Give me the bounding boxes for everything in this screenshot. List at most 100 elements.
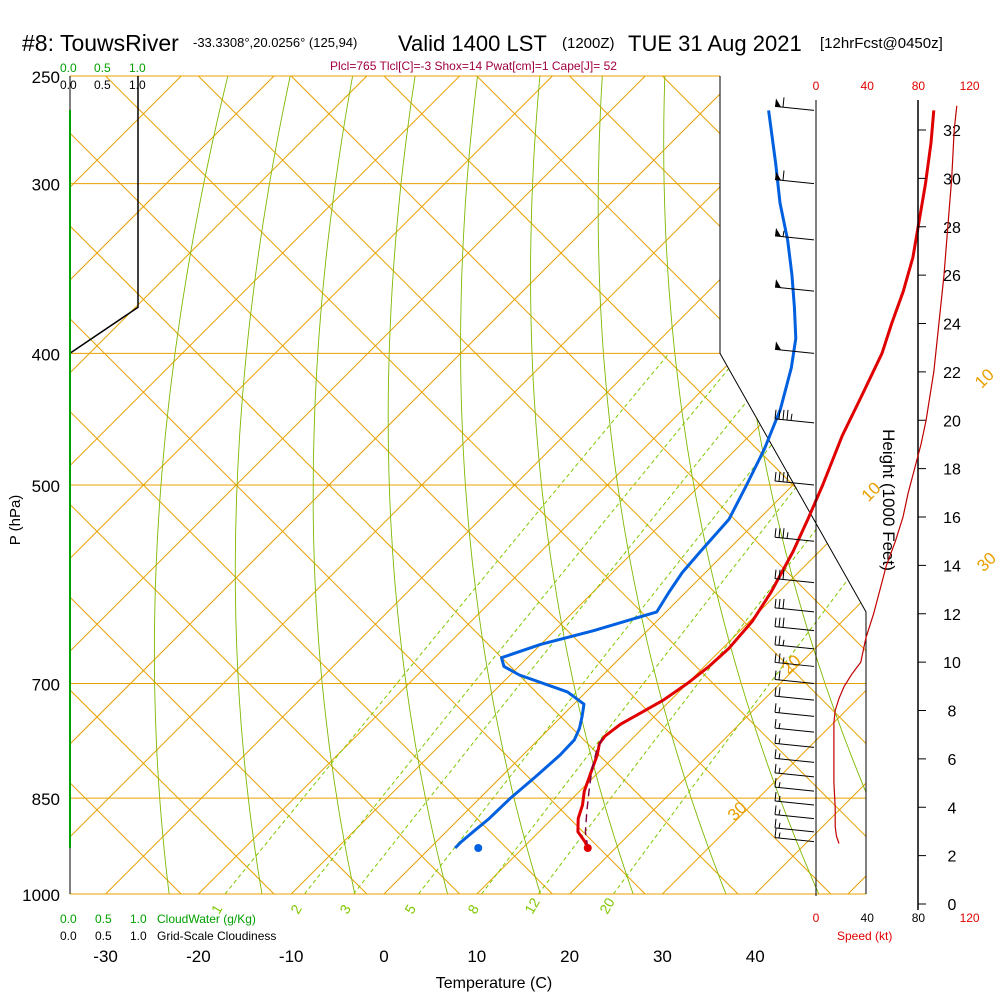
surface-temperature-point — [583, 843, 592, 852]
pressure-tick-label: 250 — [32, 68, 60, 87]
mixing-ratio-line — [353, 352, 787, 894]
cloudwater-scale-bottom-1: 0.5 — [95, 912, 112, 926]
isotherm-line — [70, 76, 368, 894]
wind-barb-full — [782, 617, 785, 628]
isotherm-value-label: 30 — [724, 798, 751, 825]
wind-barb-staff — [774, 727, 815, 733]
temperature-tick-label: 10 — [467, 947, 486, 966]
dry-adiabat-line — [530, 76, 634, 894]
wind-speed-profile — [833, 105, 958, 844]
wind-barb-full — [774, 763, 777, 773]
wind-barb-full — [774, 805, 777, 815]
wind-barb-full — [778, 528, 781, 538]
wind-barb-half — [778, 822, 781, 829]
cloudiness-scale-bottom-1: 0.5 — [95, 929, 112, 943]
wind-barb-full — [782, 528, 785, 539]
temperature-tick-label: -30 — [93, 947, 118, 966]
parcel-curve — [584, 735, 604, 849]
height-tick-label: 22 — [943, 365, 961, 382]
stability-indices: Plcl=765 Tlcl[C]=-3 Shox=14 Pwat[cm]=1 C… — [330, 59, 617, 73]
wind-barb-full — [774, 409, 777, 419]
wind-barb — [774, 598, 815, 613]
wind-barb-full — [782, 598, 785, 609]
isotherm-cross-line — [70, 76, 368, 894]
wind-barb-half — [778, 795, 781, 802]
wind-barb-staff — [774, 418, 815, 424]
pressure-tick-label: 300 — [32, 176, 60, 195]
temperature-tick-label: 20 — [560, 947, 579, 966]
wind-barb-full — [774, 653, 777, 663]
wind-barb-pennant — [775, 341, 781, 350]
station-title: #8: TouwsRiver — [22, 30, 179, 56]
wind-barb-staff — [774, 800, 815, 806]
wind-barb-full — [774, 778, 777, 788]
wind-barb-full — [774, 791, 777, 802]
height-tick-label: 2 — [948, 849, 957, 866]
height-tick-label: 32 — [943, 123, 961, 140]
wind-barb — [774, 805, 815, 820]
cloudiness-scale-top-0: 0.0 — [60, 78, 77, 92]
height-tick-label: 0 — [948, 897, 957, 914]
mixing-ratio-line — [612, 352, 866, 894]
wind-barb-staff — [774, 695, 815, 701]
wind-barb — [774, 763, 815, 778]
cloudwater-label: CloudWater (g/Kg) — [157, 912, 256, 926]
wind-barb-full — [786, 471, 789, 483]
dry-adiabat-line — [312, 76, 356, 894]
wind-barb — [774, 569, 815, 584]
isotherm-value-label: 10 — [971, 365, 998, 392]
curves-layer — [454, 110, 936, 852]
isotherm-line — [70, 76, 460, 894]
wind-barb — [774, 670, 815, 685]
wind-barb-full — [778, 598, 781, 609]
height-axis-title: Height (1000 Feet) — [879, 429, 898, 571]
cloudiness-profile-line — [69, 76, 139, 354]
wind-barb — [774, 749, 815, 763]
wind-barb-staff — [774, 536, 815, 542]
mixing-ratio-line — [481, 352, 866, 894]
wind-barb-full — [774, 828, 777, 838]
speed-axis-title: Speed (kt) — [837, 929, 892, 943]
wind-barb — [774, 778, 815, 792]
dry-adiabat-line — [153, 76, 229, 894]
wind-barb-staff — [774, 837, 815, 843]
cloudwater-scale-top-1: 0.5 — [94, 61, 111, 75]
wind-barb-full — [778, 409, 781, 420]
wind-barb-half — [790, 413, 793, 421]
wind-barb-full — [782, 471, 785, 482]
wind-barb — [774, 653, 815, 667]
mixing-ratio-label: 3 — [336, 902, 354, 917]
wind-barb — [774, 687, 815, 701]
wind-speed-tick-label-bottom: 40 — [861, 911, 875, 925]
wind-barb-staff — [774, 786, 815, 792]
wind-barb-full — [774, 687, 777, 697]
wind-barb-staff — [774, 742, 815, 748]
cloudwater-scale-bottom-2: 1.0 — [130, 912, 147, 926]
height-tick-label: 6 — [948, 752, 957, 769]
wind-barb-full — [774, 749, 777, 759]
pressure-tick-label: 1000 — [22, 886, 60, 905]
temperature-tick-label: -20 — [186, 947, 211, 966]
isotherm-cross-line — [569, 76, 866, 894]
wind-barb-full — [774, 703, 777, 713]
wind-barb — [774, 719, 815, 733]
wind-speed-tick-label-top: 80 — [912, 79, 926, 93]
isotherm-line — [662, 76, 866, 894]
valid-date: TUE 31 Aug 2021 — [628, 31, 802, 56]
y-axis-title: P (hPa) — [7, 495, 24, 546]
wind-barb — [774, 818, 815, 833]
pressure-tick-label: 850 — [32, 790, 60, 809]
dry-adiabat-line — [915, 76, 1000, 894]
cloudwater-scale-top-0: 0.0 — [60, 61, 77, 75]
wind-barb-pennant — [775, 227, 781, 237]
wind-barb-staff — [774, 679, 815, 685]
wind-barb-half — [782, 657, 785, 664]
temperature-tick-label: 0 — [379, 947, 388, 966]
wind-speed-tick-label-bottom: 120 — [960, 911, 980, 925]
mixing-ratio-label: 20 — [596, 895, 618, 917]
wind-barb-half — [778, 738, 781, 744]
wind-barb-full — [782, 409, 785, 420]
wind-barb-full — [778, 670, 781, 680]
wind-barb-full — [782, 569, 785, 580]
